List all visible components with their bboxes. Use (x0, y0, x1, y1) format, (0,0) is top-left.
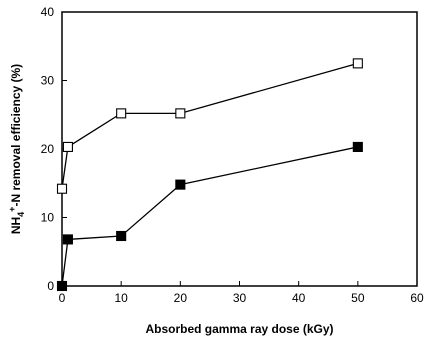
series-1-point (116, 108, 127, 119)
series-2-line (61, 146, 358, 287)
x-axis-title: Absorbed gamma ray dose (kGy) (145, 322, 333, 336)
y-axis-ticks: 0 10 20 30 40 (41, 5, 67, 293)
x-tick-label: 50 (351, 291, 365, 305)
x-tick-label: 0 (59, 291, 66, 305)
y-axis-title: NH4+-N removal efficiency (%) (7, 64, 26, 234)
y-axis-title-superscript: + (7, 207, 17, 212)
series-layer (56, 58, 363, 292)
series-1-point (352, 58, 363, 69)
plot-frame (61, 11, 418, 287)
series-2-point (62, 234, 73, 245)
series-2-point (175, 179, 186, 190)
y-axis-title-prefix: NH (9, 217, 23, 234)
series-1-point (175, 108, 186, 119)
x-axis-ticks: 0 10 20 30 40 50 60 (59, 281, 424, 305)
series-2-point (352, 141, 363, 152)
y-tick-label: 10 (41, 211, 55, 225)
y-tick-label: 0 (47, 279, 54, 293)
x-tick-label: 60 (410, 291, 424, 305)
y-axis-title-subscript: 4 (16, 212, 26, 217)
series-1-line (61, 62, 359, 189)
x-tick-label: 30 (233, 291, 247, 305)
y-tick-label: 20 (41, 142, 55, 156)
series-2-point (56, 280, 68, 292)
y-axis-title-suffix: -N removal efficiency (%) (9, 64, 23, 207)
x-tick-label: 40 (292, 291, 306, 305)
series-1-point (62, 141, 73, 152)
y-tick-label: 30 (41, 74, 55, 88)
x-tick-label: 10 (114, 291, 128, 305)
series-1-point (56, 183, 68, 194)
series-2-point (116, 230, 127, 242)
y-tick-label: 40 (41, 5, 55, 19)
x-tick-label: 20 (174, 291, 188, 305)
